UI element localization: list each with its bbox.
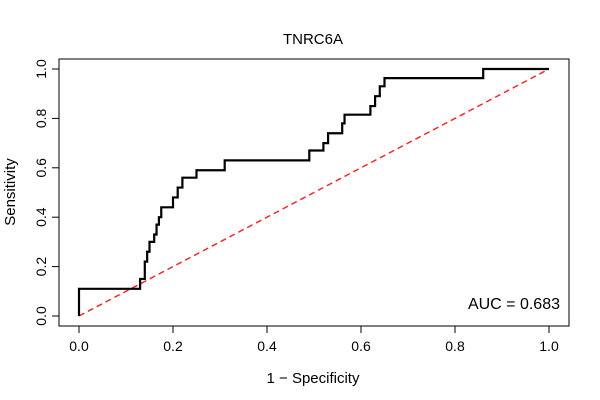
y-axis-title: Sensitivity (2, 158, 19, 226)
y-tick-label: 0.2 (33, 257, 49, 277)
x-tick-label: 0.2 (163, 338, 183, 354)
x-tick-label: 0.6 (351, 338, 371, 354)
y-tick-label: 0.0 (33, 306, 49, 326)
series-layer (77, 67, 550, 317)
x-tick-label: 1.0 (539, 338, 559, 354)
x-tick-label: 0.8 (445, 338, 465, 354)
auc-annotation: AUC = 0.683 (468, 296, 560, 313)
x-tick-label: 0.4 (257, 338, 277, 354)
y-tick-label: 0.8 (33, 108, 49, 128)
chart-title: TNRC6A (283, 31, 343, 48)
x-tick-label: 0.0 (69, 338, 89, 354)
y-tick-label: 0.4 (33, 207, 49, 227)
roc-curve-line (77, 67, 549, 316)
y-tick-label: 1.0 (33, 59, 49, 79)
x-axis: 0.0 0.2 0.4 0.6 0.8 1.0 (69, 325, 559, 354)
y-axis: 0.0 0.2 0.4 0.6 0.8 1.0 (33, 59, 60, 326)
y-tick-label: 0.6 (33, 158, 49, 178)
reference-diagonal-line (78, 68, 550, 317)
x-axis-title: 1 − Specificity (267, 370, 360, 387)
